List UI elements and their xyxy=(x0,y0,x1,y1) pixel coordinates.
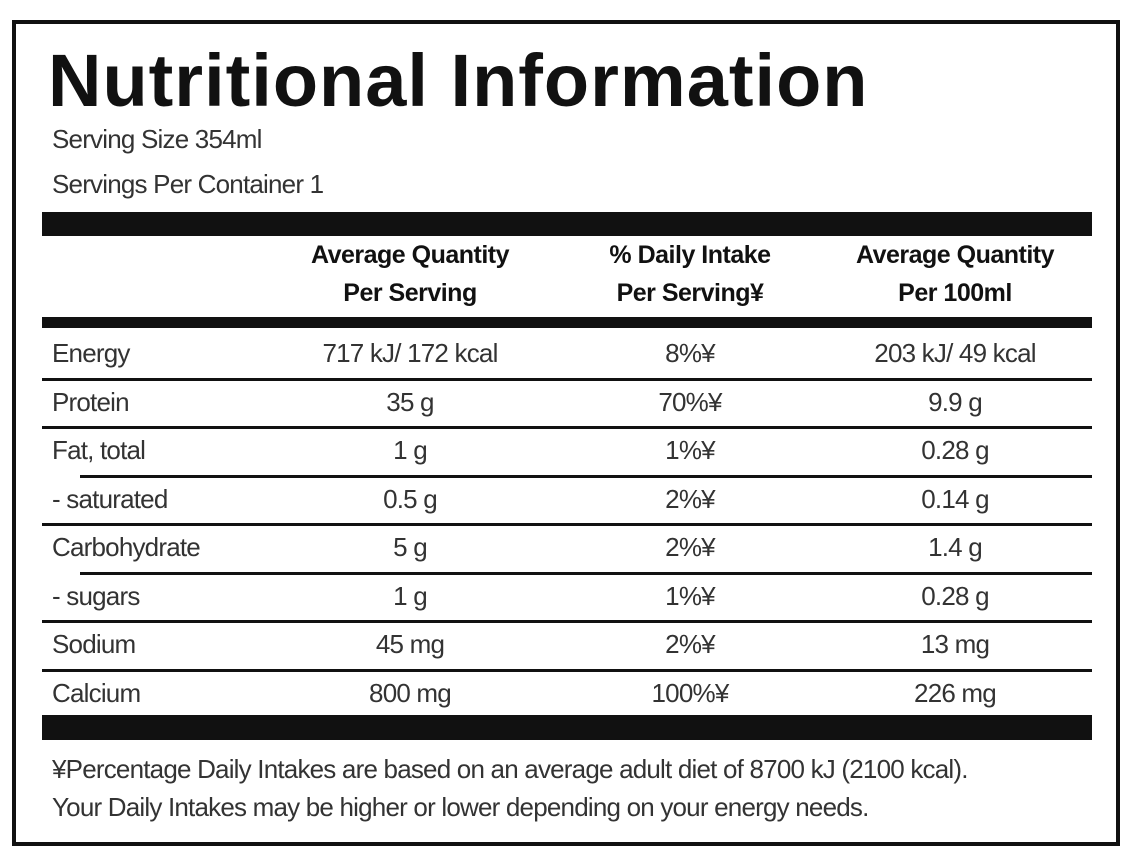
medium-rule xyxy=(42,317,1092,328)
nutrient-value: 717 kJ/ 172 kcal xyxy=(322,338,498,368)
column-header-line: Per 100ml xyxy=(898,279,1012,307)
nutrient-value: 0.28 g xyxy=(921,580,989,611)
nutrient-value: 2%¥ xyxy=(665,483,715,514)
column-header: Average Quantity Per Serving xyxy=(250,236,570,312)
nutrient-value: 9.9 g xyxy=(928,386,983,417)
column-header-line: % Daily Intake xyxy=(609,241,771,269)
nutrient-value: 1%¥ xyxy=(665,435,715,465)
servings-per-container: Servings Per Container 1 xyxy=(52,169,324,199)
thick-rule xyxy=(42,715,1092,740)
row-rule xyxy=(42,668,1092,672)
nutrient-value: 5 g xyxy=(393,532,428,562)
nutrient-value: 8%¥ xyxy=(665,338,715,368)
nutrient-value: 2%¥ xyxy=(665,532,715,562)
nutrient-value: 0.5 g xyxy=(383,483,438,514)
nutrient-name: - saturated xyxy=(52,483,168,514)
footnote-line: Your Daily Intakes may be higher or lowe… xyxy=(52,792,869,822)
nutrient-name: Energy xyxy=(52,338,130,368)
column-header: % Daily Intake Per Serving¥ xyxy=(530,236,850,312)
nutrient-value: 100%¥ xyxy=(651,677,730,708)
nutrient-value: 226 mg xyxy=(914,677,997,708)
row-rule xyxy=(42,426,1092,429)
column-header: Average Quantity Per 100ml xyxy=(795,236,1115,312)
nutrient-name: Fat, total xyxy=(52,435,146,465)
nutrient-value: 45 mg xyxy=(375,629,445,659)
label-border xyxy=(12,20,1120,846)
nutrient-value: 2%¥ xyxy=(665,629,715,659)
row-rule xyxy=(42,523,1092,526)
column-header-line: Average Quantity xyxy=(310,241,510,269)
nutrient-value: 35 g xyxy=(386,386,434,417)
nutrient-name: Protein xyxy=(52,386,130,417)
thick-rule xyxy=(42,212,1092,236)
nutrient-value: 1 g xyxy=(393,435,428,465)
nutrient-value: 800 mg xyxy=(369,677,452,708)
nutrient-value: 0.14 g xyxy=(921,483,989,514)
nutrient-name: Carbohydrate xyxy=(52,532,201,562)
nutrient-name: Sodium xyxy=(52,629,136,659)
footnote: ¥Percentage Daily Intakes are based on a… xyxy=(52,750,968,826)
column-header-line: Average Quantity xyxy=(855,241,1055,269)
nutrient-name: Calcium xyxy=(52,677,141,708)
nutrient-value: 203 kJ/ 49 kcal xyxy=(874,338,1036,368)
footnote-line: ¥Percentage Daily Intakes are based on a… xyxy=(52,754,968,784)
column-header-line: Per Serving¥ xyxy=(616,279,764,307)
row-rule xyxy=(42,620,1092,623)
nutrient-value: 1.4 g xyxy=(928,532,983,562)
row-rule xyxy=(80,571,1092,575)
serving-size: Serving Size 354ml xyxy=(52,124,262,154)
nutrient-name: - sugars xyxy=(52,580,140,611)
row-rule xyxy=(80,474,1092,478)
nutrient-value: 1%¥ xyxy=(665,580,715,611)
nutrient-value: 1 g xyxy=(393,580,428,611)
row-rule xyxy=(42,377,1092,381)
nutrient-value: 70%¥ xyxy=(658,386,722,417)
nutrient-value: 0.28 g xyxy=(921,435,989,465)
title: Nutritional Information xyxy=(48,39,869,122)
column-header-line: Per Serving xyxy=(343,279,477,307)
nutrient-value: 13 mg xyxy=(920,629,990,659)
